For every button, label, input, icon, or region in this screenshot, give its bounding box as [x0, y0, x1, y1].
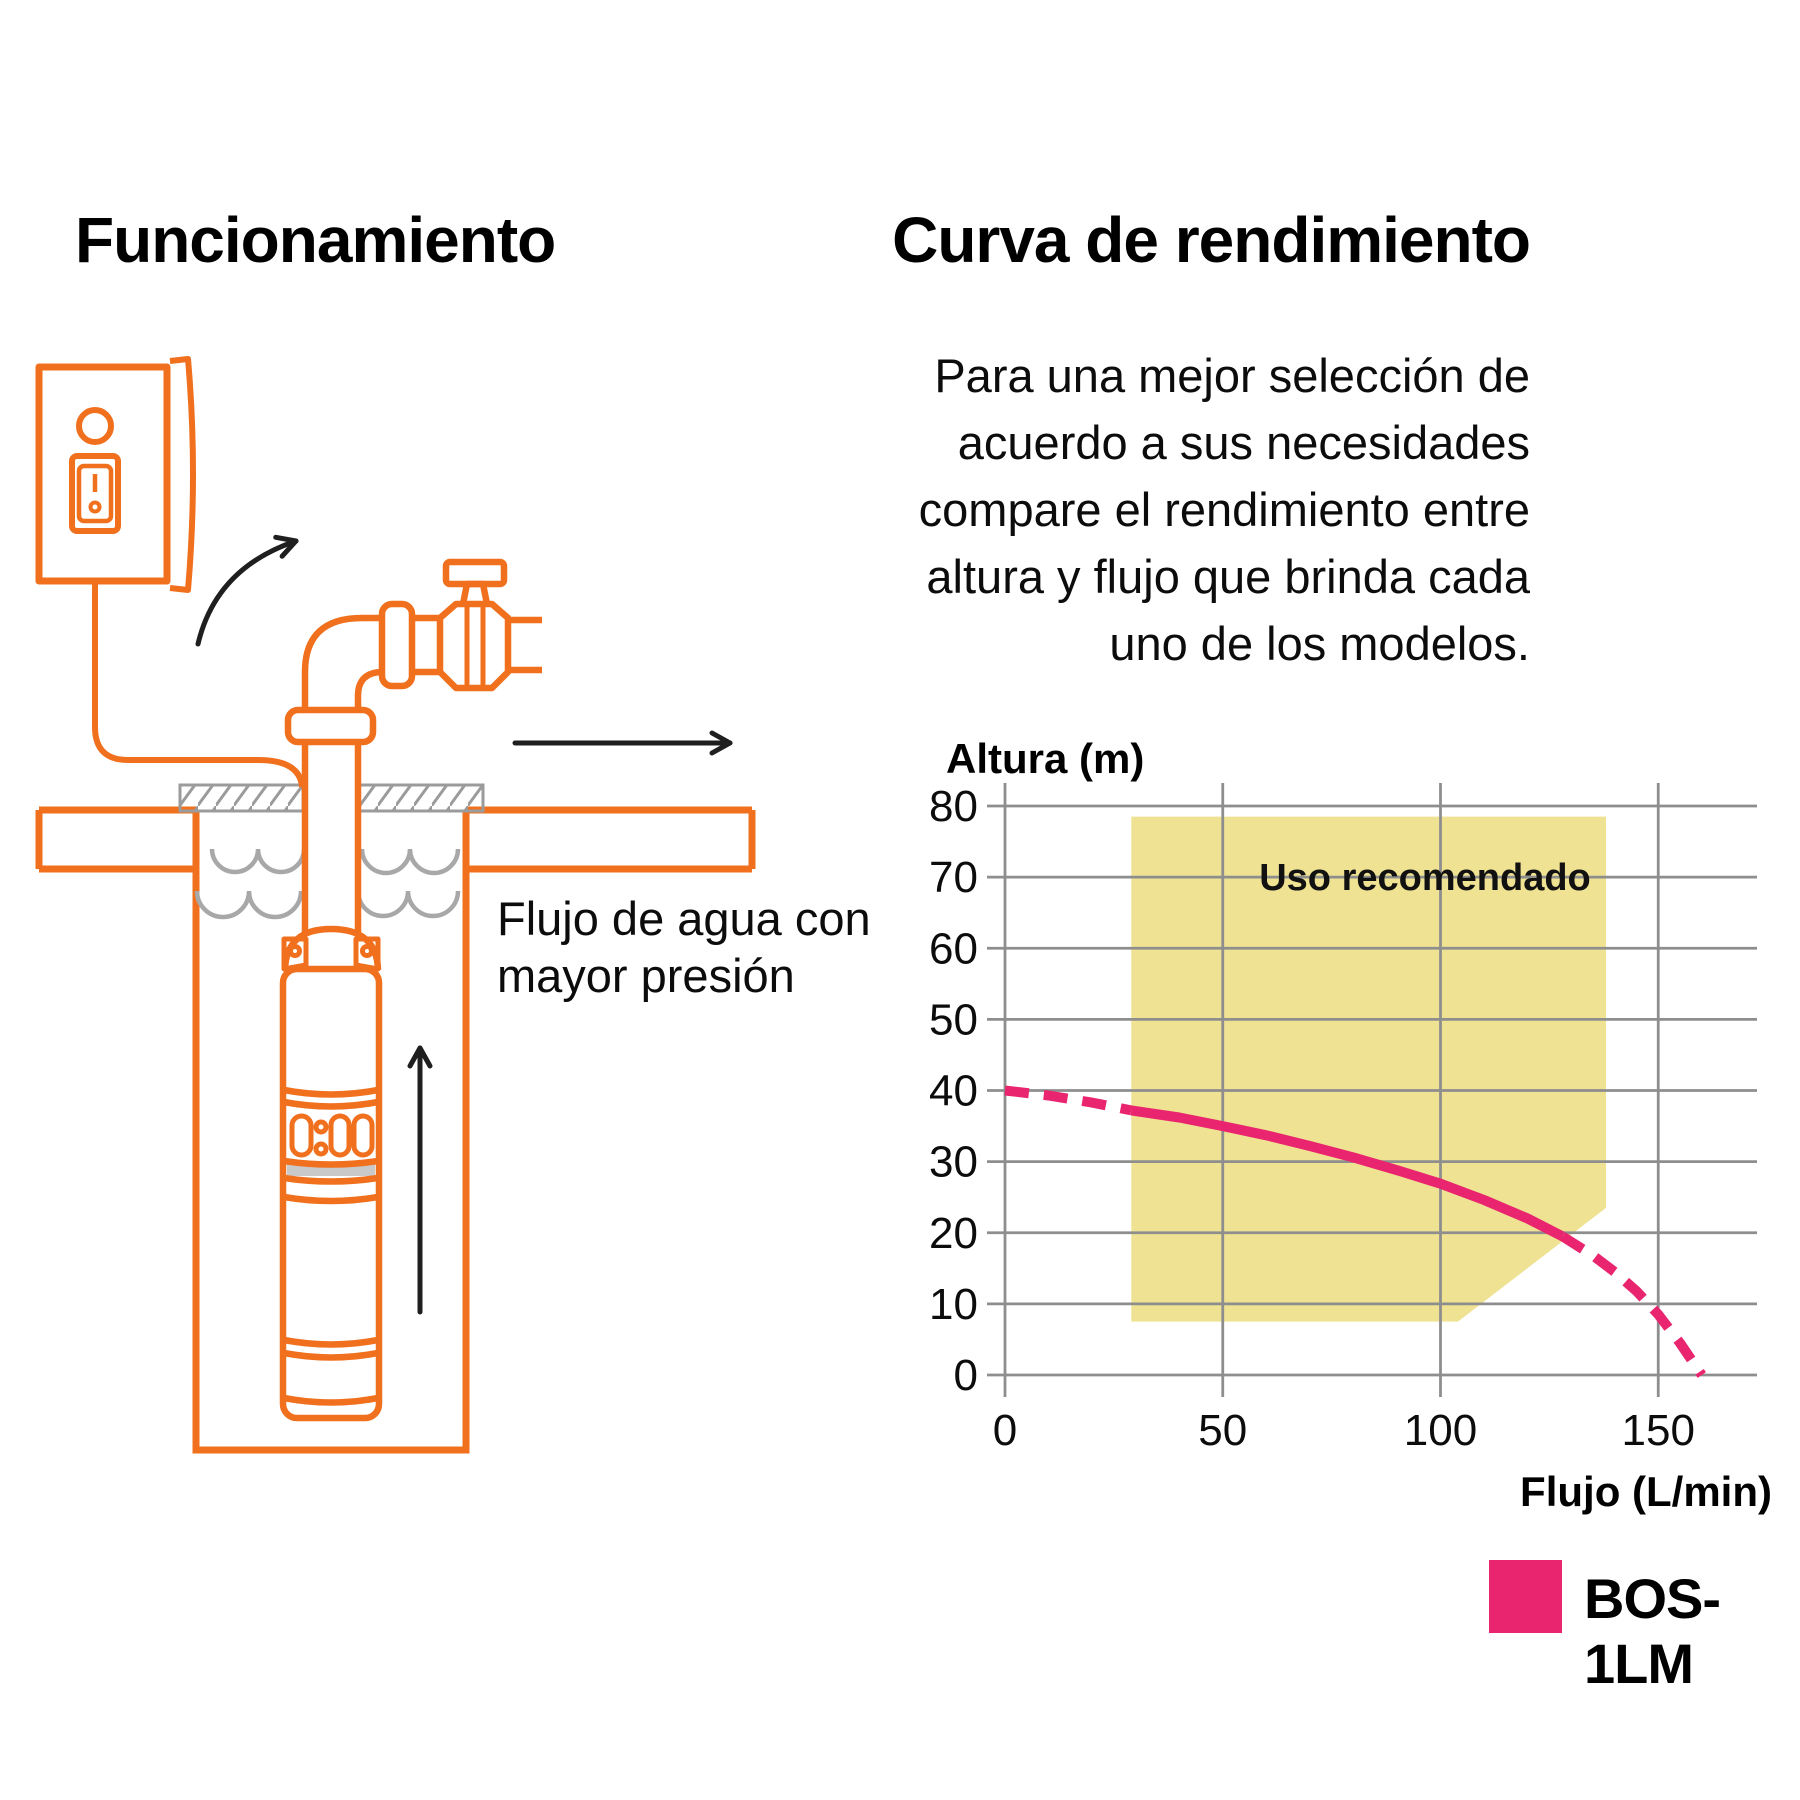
intro-line: altura y flujo que brinda cada: [926, 550, 1530, 603]
y-tick-label: 40: [929, 1067, 978, 1116]
x-tick-label: 100: [1404, 1406, 1477, 1455]
y-tick-label: 50: [929, 995, 978, 1044]
indicator-light: [76, 407, 114, 445]
intro-line: acuerdo a sus necesidades: [957, 416, 1530, 469]
recommended-region: [1131, 816, 1606, 1322]
flow-note-line: Flujo de agua con: [497, 892, 871, 945]
outlet-pipe: [508, 616, 542, 674]
pump-body: [279, 965, 383, 1422]
intro-paragraph: Para una mejor selección de acuerdo a su…: [770, 342, 1530, 677]
rocker-switch: [69, 453, 121, 534]
y-tick-label: 60: [929, 924, 978, 973]
water-level-waves: [194, 848, 461, 920]
pipe-coupling: [284, 706, 377, 746]
submersible-pump: [279, 925, 383, 1422]
y-tick-label: 80: [929, 782, 978, 831]
flow-note: Flujo de agua con mayor presión: [497, 890, 871, 1004]
y-tick-label: 20: [929, 1209, 978, 1258]
x-axis-label: Flujo (L/min): [1520, 1468, 1772, 1515]
well-shaft: [192, 810, 470, 1454]
x-tick-label: 150: [1622, 1406, 1695, 1455]
recommended-region-label: Uso recomendado: [1259, 857, 1591, 899]
riser-pipe: [284, 558, 542, 932]
performance-curve-dashed: [1559, 1232, 1706, 1378]
power-switch-box: [35, 356, 196, 593]
pump-lug: [281, 936, 381, 972]
y-tick-label: 10: [929, 1280, 978, 1329]
pipe-elbow: [301, 614, 382, 710]
intro-line: Para una mejor selección de: [934, 349, 1530, 402]
concrete-pad: [178, 783, 485, 813]
legend-color-swatch: [1489, 1560, 1562, 1633]
intro-line: uno de los modelos.: [1109, 617, 1530, 670]
y-axis-label: Altura (m): [946, 735, 1144, 782]
power-cable: [92, 581, 305, 788]
x-tick-label: 50: [1198, 1406, 1247, 1455]
legend-model-label: BOS-1LM: [1584, 1567, 1721, 1695]
left-section-title: Funcionamiento: [75, 204, 556, 276]
pump-vents: [289, 1113, 375, 1158]
union-nut: [378, 600, 416, 690]
y-tick-label: 0: [954, 1351, 978, 1400]
flow-direction-arrows: [195, 534, 733, 1315]
performance-curve-solid: [1130, 1105, 1565, 1241]
right-section-title: Curva de rendimiento: [892, 204, 1531, 276]
y-tick-label: 70: [929, 853, 978, 902]
y-tick-label: 30: [929, 1138, 978, 1187]
flow-note-line: mayor presión: [497, 949, 795, 1002]
curved-flow-arrow: [195, 534, 299, 647]
chart-plot-area: 0 10 20 30 40 50 60 70 80 0 50 100 150 Uso recomendad…: [929, 782, 1757, 1455]
intro-line: compare el rendimiento entre: [918, 483, 1530, 536]
ground-surface: [35, 806, 756, 873]
x-tick-label: 0: [993, 1406, 1017, 1455]
performance-curve-dashed: [1004, 1085, 1133, 1116]
